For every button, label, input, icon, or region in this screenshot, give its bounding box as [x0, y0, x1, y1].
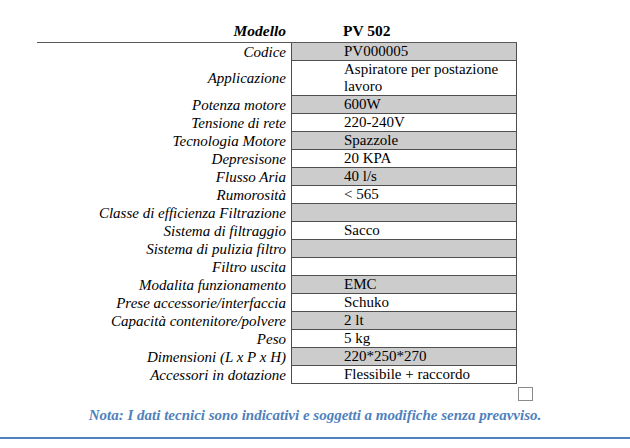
spec-label: Modalita funzionamento	[0, 276, 291, 294]
spec-value: Flessibile + raccordo	[291, 366, 517, 384]
spec-row: Tensione di rete220-240V	[0, 114, 517, 132]
spec-rows: CodicePV000005ApplicazioneAspiratore per…	[0, 43, 517, 384]
spec-value: EMC	[291, 276, 517, 294]
spec-value: Sacco	[291, 222, 517, 240]
spec-sheet: Modello PV 502 CodicePV000005Applicazion…	[0, 19, 517, 384]
spec-value: 2 lt	[291, 312, 517, 330]
spec-value: 20 KPA	[291, 150, 517, 168]
spec-value	[291, 204, 517, 222]
spec-value: 220-240V	[291, 114, 517, 132]
spec-row: Sistema di filtraggioSacco	[0, 222, 517, 240]
spec-label: Applicazione	[0, 61, 291, 96]
spec-value	[291, 240, 517, 258]
spec-label: Dimensioni (L x P x H)	[0, 348, 291, 366]
spec-value: 40 l/s	[291, 168, 517, 186]
spec-row: Peso5 kg	[0, 330, 517, 348]
spec-label: Accessori in dotazione	[0, 366, 291, 384]
spec-header-value: PV 502	[291, 19, 517, 42]
empty-box	[518, 387, 533, 401]
spec-row: Filtro uscita	[0, 258, 517, 276]
spec-value: Schuko	[291, 294, 517, 312]
spec-label: Potenza motore	[0, 96, 291, 114]
spec-row: Depresisone20 KPA	[0, 150, 517, 168]
footer-divider	[0, 437, 630, 439]
spec-row: Tecnologia MotoreSpazzole	[0, 132, 517, 150]
spec-label: Flusso Aria	[0, 168, 291, 186]
spec-header-label: Modello	[0, 19, 291, 42]
footer-note: Nota: I dati tecnici sono indicativi e s…	[0, 406, 630, 425]
spec-label: Prese accessorie/interfaccia	[0, 294, 291, 312]
spec-label: Codice	[0, 43, 291, 61]
spec-value: Aspiratore per postazione lavoro	[291, 61, 517, 96]
spec-label: Rumorosità	[0, 186, 291, 204]
spec-label: Filtro uscita	[0, 258, 291, 276]
spec-label: Classe di efficienza Filtrazione	[0, 204, 291, 222]
spec-label: Tensione di rete	[0, 114, 291, 132]
spec-row: Potenza motore600W	[0, 96, 517, 114]
spec-header-row: Modello PV 502	[0, 19, 517, 42]
spec-value: 5 kg	[291, 330, 517, 348]
spec-label: Sistema di filtraggio	[0, 222, 291, 240]
spec-row: Rumorosità< 565	[0, 186, 517, 204]
spec-row: Prese accessorie/interfacciaSchuko	[0, 294, 517, 312]
spec-row: CodicePV000005	[0, 43, 517, 61]
spec-value: Spazzole	[291, 132, 517, 150]
spec-row: Dimensioni (L x P x H)220*250*270	[0, 348, 517, 366]
spec-row: Sistema di pulizia filtro	[0, 240, 517, 258]
spec-value: PV000005	[291, 43, 517, 61]
spec-row: Flusso Aria40 l/s	[0, 168, 517, 186]
spec-label: Peso	[0, 330, 291, 348]
spec-row: Capacità contenitore/polvere2 lt	[0, 312, 517, 330]
spec-value: 600W	[291, 96, 517, 114]
spec-row: ApplicazioneAspiratore per postazione la…	[0, 61, 517, 96]
spec-label: Capacità contenitore/polvere	[0, 312, 291, 330]
spec-label: Tecnologia Motore	[0, 132, 291, 150]
spec-row: Modalita funzionamentoEMC	[0, 276, 517, 294]
spec-row: Classe di efficienza Filtrazione	[0, 204, 517, 222]
spec-label: Depresisone	[0, 150, 291, 168]
spec-value: < 565	[291, 186, 517, 204]
spec-value: 220*250*270	[291, 348, 517, 366]
spec-value	[291, 258, 517, 276]
spec-label: Sistema di pulizia filtro	[0, 240, 291, 258]
spec-row: Accessori in dotazioneFlessibile + racco…	[0, 366, 517, 384]
